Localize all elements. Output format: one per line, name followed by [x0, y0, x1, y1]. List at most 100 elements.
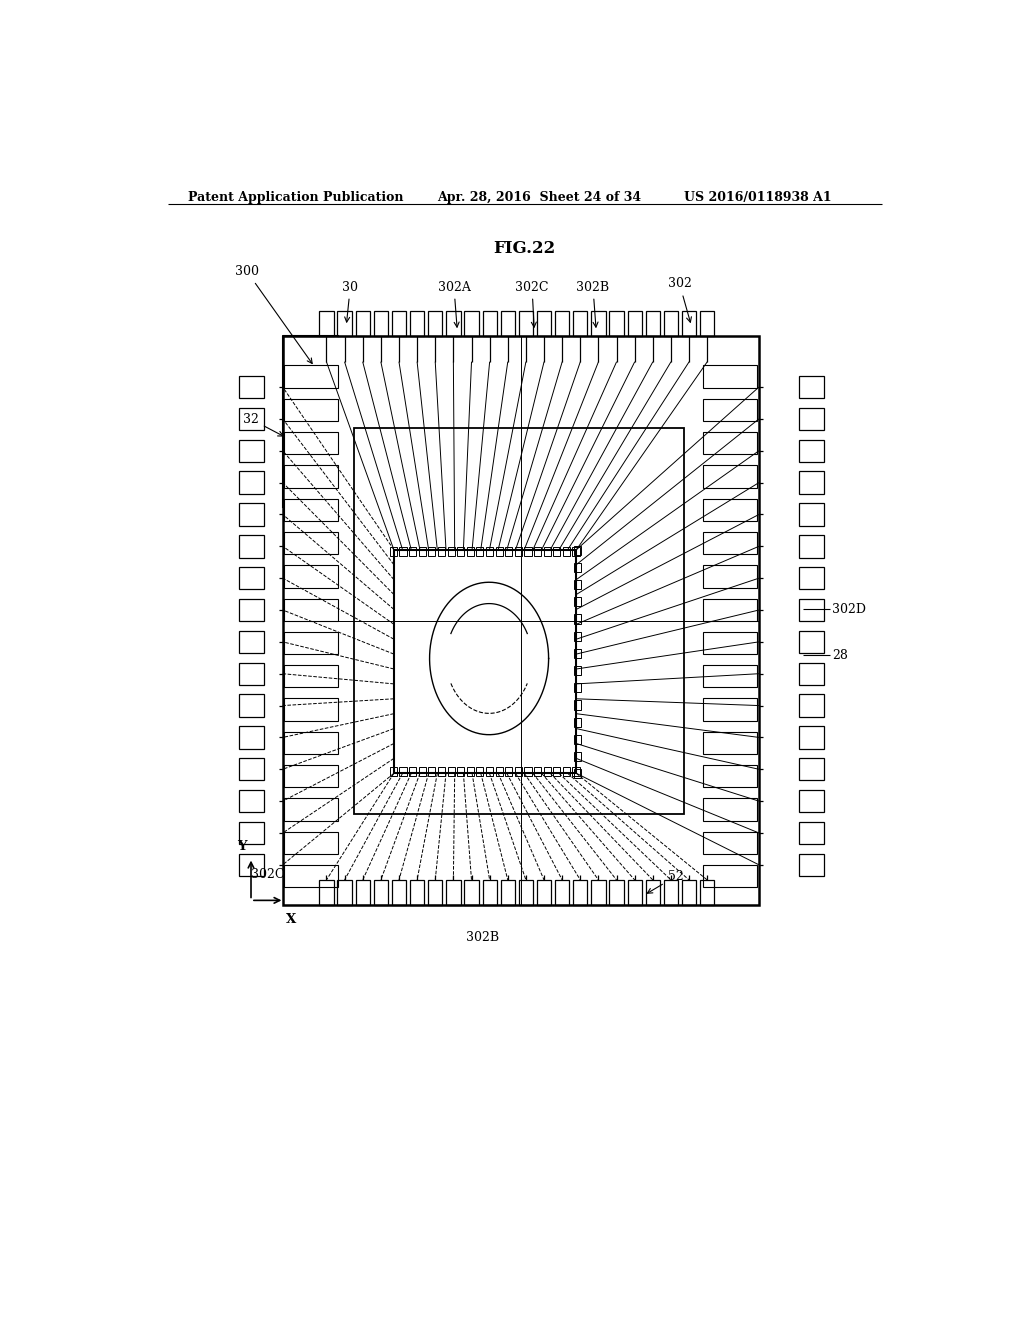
Bar: [447, 767, 455, 776]
Bar: [574, 752, 582, 762]
Bar: [574, 718, 582, 727]
Bar: [392, 880, 407, 906]
Text: 302B: 302B: [466, 931, 500, 944]
Bar: [534, 767, 541, 776]
Bar: [664, 312, 678, 337]
Bar: [537, 880, 551, 906]
Bar: [240, 408, 264, 430]
Bar: [574, 770, 582, 779]
Bar: [285, 399, 338, 421]
Bar: [392, 312, 407, 337]
Bar: [591, 880, 605, 906]
Text: 302: 302: [668, 277, 691, 322]
Bar: [537, 312, 551, 337]
Bar: [703, 832, 758, 854]
Bar: [457, 546, 464, 556]
Bar: [799, 599, 824, 622]
Bar: [574, 649, 582, 657]
Bar: [799, 663, 824, 685]
Bar: [703, 366, 758, 388]
Bar: [574, 632, 582, 640]
Bar: [703, 698, 758, 721]
Bar: [496, 546, 503, 556]
Bar: [544, 546, 551, 556]
Bar: [646, 312, 660, 337]
Bar: [438, 546, 445, 556]
Bar: [319, 312, 334, 337]
Bar: [240, 440, 264, 462]
Bar: [285, 366, 338, 388]
Bar: [240, 663, 264, 685]
Bar: [482, 880, 497, 906]
Bar: [374, 312, 388, 337]
Bar: [700, 312, 715, 337]
Text: 302B: 302B: [577, 281, 609, 327]
Bar: [703, 466, 758, 487]
Text: Y: Y: [237, 840, 247, 853]
Bar: [394, 549, 577, 774]
Bar: [285, 565, 338, 587]
Bar: [240, 471, 264, 494]
Bar: [574, 701, 582, 710]
Text: 302C: 302C: [515, 281, 549, 327]
Bar: [572, 767, 580, 776]
Bar: [337, 312, 351, 337]
Bar: [646, 880, 660, 906]
Bar: [240, 854, 264, 876]
Bar: [700, 880, 715, 906]
Bar: [428, 546, 435, 556]
Bar: [419, 546, 426, 556]
Bar: [682, 312, 696, 337]
Bar: [703, 499, 758, 521]
Bar: [574, 597, 582, 606]
Bar: [574, 667, 582, 676]
Text: 28: 28: [831, 648, 848, 661]
Bar: [555, 880, 569, 906]
Bar: [337, 880, 351, 906]
Bar: [799, 822, 824, 843]
Bar: [446, 312, 461, 337]
Bar: [390, 767, 397, 776]
Text: 52: 52: [647, 870, 683, 894]
Bar: [799, 440, 824, 462]
Bar: [574, 545, 582, 554]
Text: 32: 32: [243, 413, 284, 436]
Bar: [563, 546, 570, 556]
Text: 302A: 302A: [437, 281, 470, 327]
Bar: [628, 312, 642, 337]
Bar: [240, 535, 264, 557]
Bar: [319, 880, 334, 906]
Bar: [703, 865, 758, 887]
Bar: [410, 767, 416, 776]
Bar: [799, 503, 824, 525]
Bar: [799, 726, 824, 748]
Bar: [285, 799, 338, 821]
Text: Patent Application Publication: Patent Application Publication: [187, 191, 403, 203]
Bar: [609, 880, 624, 906]
Bar: [703, 532, 758, 554]
Bar: [534, 546, 541, 556]
Bar: [799, 535, 824, 557]
Bar: [428, 880, 442, 906]
Bar: [799, 758, 824, 780]
Bar: [428, 767, 435, 776]
Bar: [240, 568, 264, 589]
Bar: [799, 631, 824, 653]
Bar: [285, 731, 338, 754]
Bar: [573, 880, 588, 906]
Text: 300: 300: [236, 265, 312, 363]
Bar: [703, 598, 758, 620]
Bar: [799, 471, 824, 494]
Bar: [553, 546, 560, 556]
Bar: [240, 822, 264, 843]
Bar: [703, 665, 758, 688]
Bar: [505, 546, 512, 556]
Bar: [524, 546, 531, 556]
Bar: [482, 312, 497, 337]
Bar: [703, 565, 758, 587]
Bar: [574, 579, 582, 589]
Bar: [464, 312, 478, 337]
Bar: [476, 767, 483, 776]
Bar: [799, 568, 824, 589]
Bar: [524, 767, 531, 776]
